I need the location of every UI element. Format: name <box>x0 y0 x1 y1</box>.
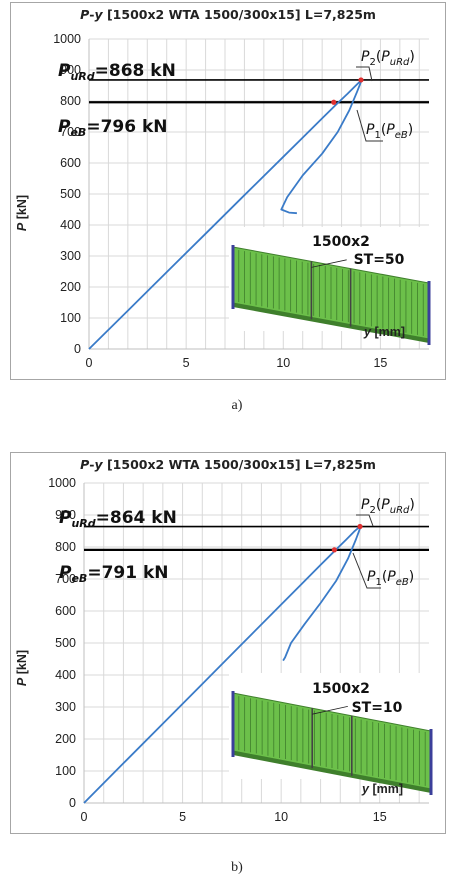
chart-b-p1-label: P1(PeB) <box>367 569 414 588</box>
chart-b-p2-leader <box>356 514 374 527</box>
chart-a-point-p1 <box>331 99 337 105</box>
chart-panel-b: P-y [1500x2 WTA 1500/300x15] L=7,825m 0 1… <box>10 452 446 834</box>
chart-a-ytick-label: 200 <box>60 280 81 294</box>
chart-panel-a: P-y [1500x2 WTA 1500/300x15] L=7,825m 0 1… <box>10 2 446 380</box>
chart-a-xtick-label: 15 <box>373 356 387 370</box>
chart-a-ytick-label: 400 <box>60 218 81 232</box>
chart-a-ytick-label: 700 <box>60 125 81 139</box>
chart-a-point-p2 <box>358 77 364 83</box>
chart-b-p1-leader <box>352 552 381 589</box>
chart-b-py-curve <box>83 525 361 804</box>
chart-b-urd-label: PuRd=864 kN <box>59 508 177 530</box>
chart-b-inset-label: 1500x2 <box>312 681 370 697</box>
chart-b-ylabel: P [kN] <box>15 650 29 686</box>
chart-b-ytick-label: 300 <box>55 700 76 714</box>
chart-b-ytick-label: 200 <box>55 732 76 746</box>
chart-a-ytick-label: 0 <box>74 342 81 356</box>
chart-a-urd-label: PuRd=868 kN <box>58 61 176 83</box>
chart-b-title: P-y [1500x2 WTA 1500/300x15] L=7,825m <box>80 457 376 472</box>
chart-b-inset-st: ST=10 <box>352 700 403 716</box>
chart-b-point-p1 <box>331 547 337 553</box>
chart-b-p2-label: P2(PuRd) <box>361 497 415 516</box>
chart-a-p1-label: P1(PeB) <box>366 122 413 141</box>
chart-a-ytick-label: 500 <box>60 187 81 201</box>
chart-a-p1-leader <box>356 109 383 142</box>
chart-a-svg: P-y [1500x2 WTA 1500/300x15] L=7,825m 0 1… <box>15 7 435 370</box>
chart-b-ytick-label: 800 <box>55 540 76 554</box>
chart-b-ytick-label: 600 <box>55 604 76 618</box>
chart-b-ytick-label: 400 <box>55 668 76 682</box>
chart-b-ytick-label: 700 <box>55 572 76 586</box>
caption-b: b) <box>231 860 243 875</box>
chart-a-eb-label: PeB=796 kN <box>58 117 168 139</box>
chart-a-p2-label: P2(PuRd) <box>361 49 415 68</box>
chart-a-beam-flange <box>233 303 429 343</box>
chart-b-beam-flange <box>233 751 431 793</box>
chart-b-ytick-label: 900 <box>55 508 76 522</box>
chart-a-ytick-label: 600 <box>60 156 81 170</box>
chart-a-py-curve <box>88 79 362 350</box>
chart-a-inset-leader <box>311 259 347 268</box>
chart-a-title: P-y [1500x2 WTA 1500/300x15] L=7,825m <box>80 7 376 22</box>
chart-b-svg: P-y [1500x2 WTA 1500/300x15] L=7,825m 0 1… <box>15 457 437 824</box>
chart-a-xtick-label: 5 <box>183 356 190 370</box>
chart-a-p2-leader <box>356 66 373 82</box>
chart-b-ytick-label: 1000 <box>48 476 76 490</box>
chart-a-xlabel: y [mm] <box>363 325 405 339</box>
chart-b-ytick-label: 100 <box>55 764 76 778</box>
chart-a-xtick-label: 10 <box>276 356 290 370</box>
chart-a-inset-st: ST=50 <box>354 252 405 268</box>
chart-b-eb-label: PeB=791 kN <box>59 563 169 585</box>
chart-b-xlabel: y [mm] <box>361 782 403 796</box>
chart-b-inset-leader <box>312 706 348 715</box>
chart-a-inset-label: 1500x2 <box>312 234 370 250</box>
chart-a-xtick-label: 0 <box>86 356 93 370</box>
chart-a-ytick-label: 1000 <box>53 32 81 46</box>
chart-a-ytick-label: 800 <box>60 94 81 108</box>
chart-b-xtick-label: 5 <box>179 810 186 824</box>
chart-a-ytick-label: 900 <box>60 63 81 77</box>
chart-b-beam-inset <box>229 673 437 795</box>
chart-a-ylabel: P [kN] <box>15 195 29 231</box>
chart-a-beam-inset <box>229 227 435 345</box>
chart-a-ytick-label: 300 <box>60 249 81 263</box>
chart-b-ytick-label: 500 <box>55 636 76 650</box>
chart-a-ytick-label: 100 <box>60 311 81 325</box>
caption-a: a) <box>231 398 243 413</box>
chart-b-xtick-label: 0 <box>81 810 88 824</box>
chart-b-point-p2 <box>357 523 363 530</box>
chart-b-xtick-label: 15 <box>373 810 387 824</box>
chart-b-xtick-label: 10 <box>274 810 288 824</box>
chart-b-ytick-label: 0 <box>69 796 76 810</box>
